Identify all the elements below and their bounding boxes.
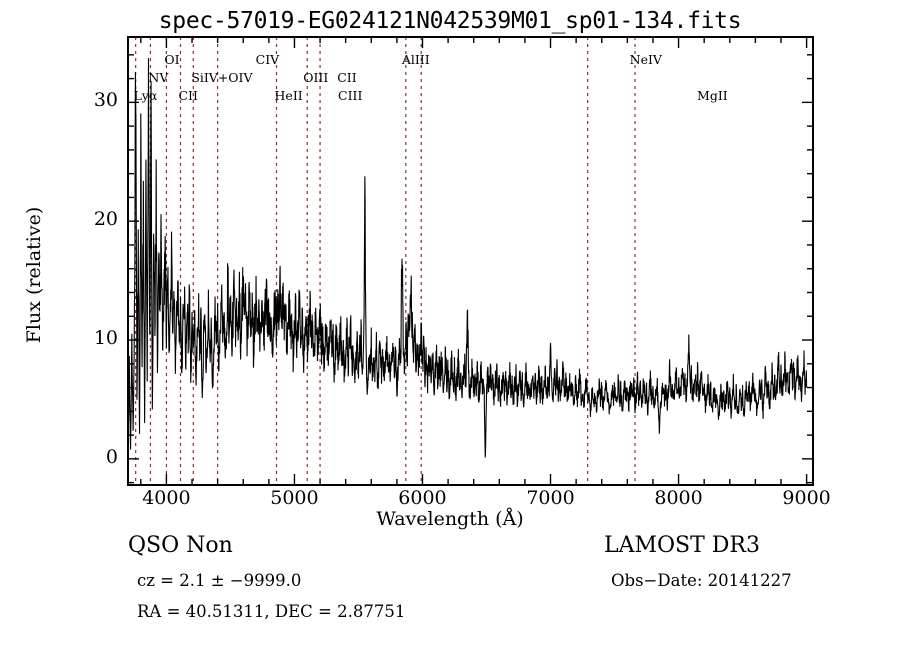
x-tick-label: 6000 (398, 487, 447, 509)
spectral-line-label: HeII (274, 88, 303, 103)
x-tick-label: 9000 (782, 487, 831, 509)
coordinates-value: RA = 40.51311, DEC = 2.87751 (137, 602, 406, 621)
spectral-line-label: CII (178, 88, 198, 103)
spectral-line-label: CIII (338, 88, 363, 103)
spectrum-trace (128, 58, 808, 461)
page-title: spec-57019-EG024121N042539M01_sp01-134.f… (158, 8, 742, 34)
y-tick-label: 20 (93, 208, 118, 231)
spectral-line-label: OI (164, 52, 180, 67)
x-axis-label: Wavelength (Å) (376, 508, 524, 530)
y-tick-label: 0 (105, 445, 118, 468)
spectral-line-label: MgII (697, 88, 728, 103)
object-classification: QSO Non (128, 533, 233, 558)
spectral-line-label: Lyα (133, 88, 158, 103)
y-tick-label: 30 (93, 89, 118, 112)
spectral-line-label: AlIII (401, 52, 430, 67)
spectral-line-label: CIV (255, 52, 280, 67)
spectral-line-label: NV (148, 70, 169, 85)
y-axis-label: Flux (relative) (23, 206, 45, 344)
spectral-line-label: OIII (303, 70, 329, 85)
x-tick-label: 8000 (654, 487, 703, 509)
spectral-line-label: CII (337, 70, 357, 85)
x-tick-label: 4000 (142, 487, 191, 509)
survey-name: LAMOST DR3 (604, 533, 760, 558)
spectral-line-label: NeIV (629, 52, 662, 67)
y-tick-label: 10 (93, 327, 118, 350)
x-tick-label: 7000 (526, 487, 575, 509)
plot-frame (127, 36, 814, 486)
observation-date: Obs−Date: 20141227 (611, 571, 792, 590)
spectral-line-label: SiIV+OIV (191, 70, 253, 85)
x-tick-label: 5000 (270, 487, 319, 509)
redshift-value: cz = 2.1 ± −9999.0 (137, 571, 302, 590)
